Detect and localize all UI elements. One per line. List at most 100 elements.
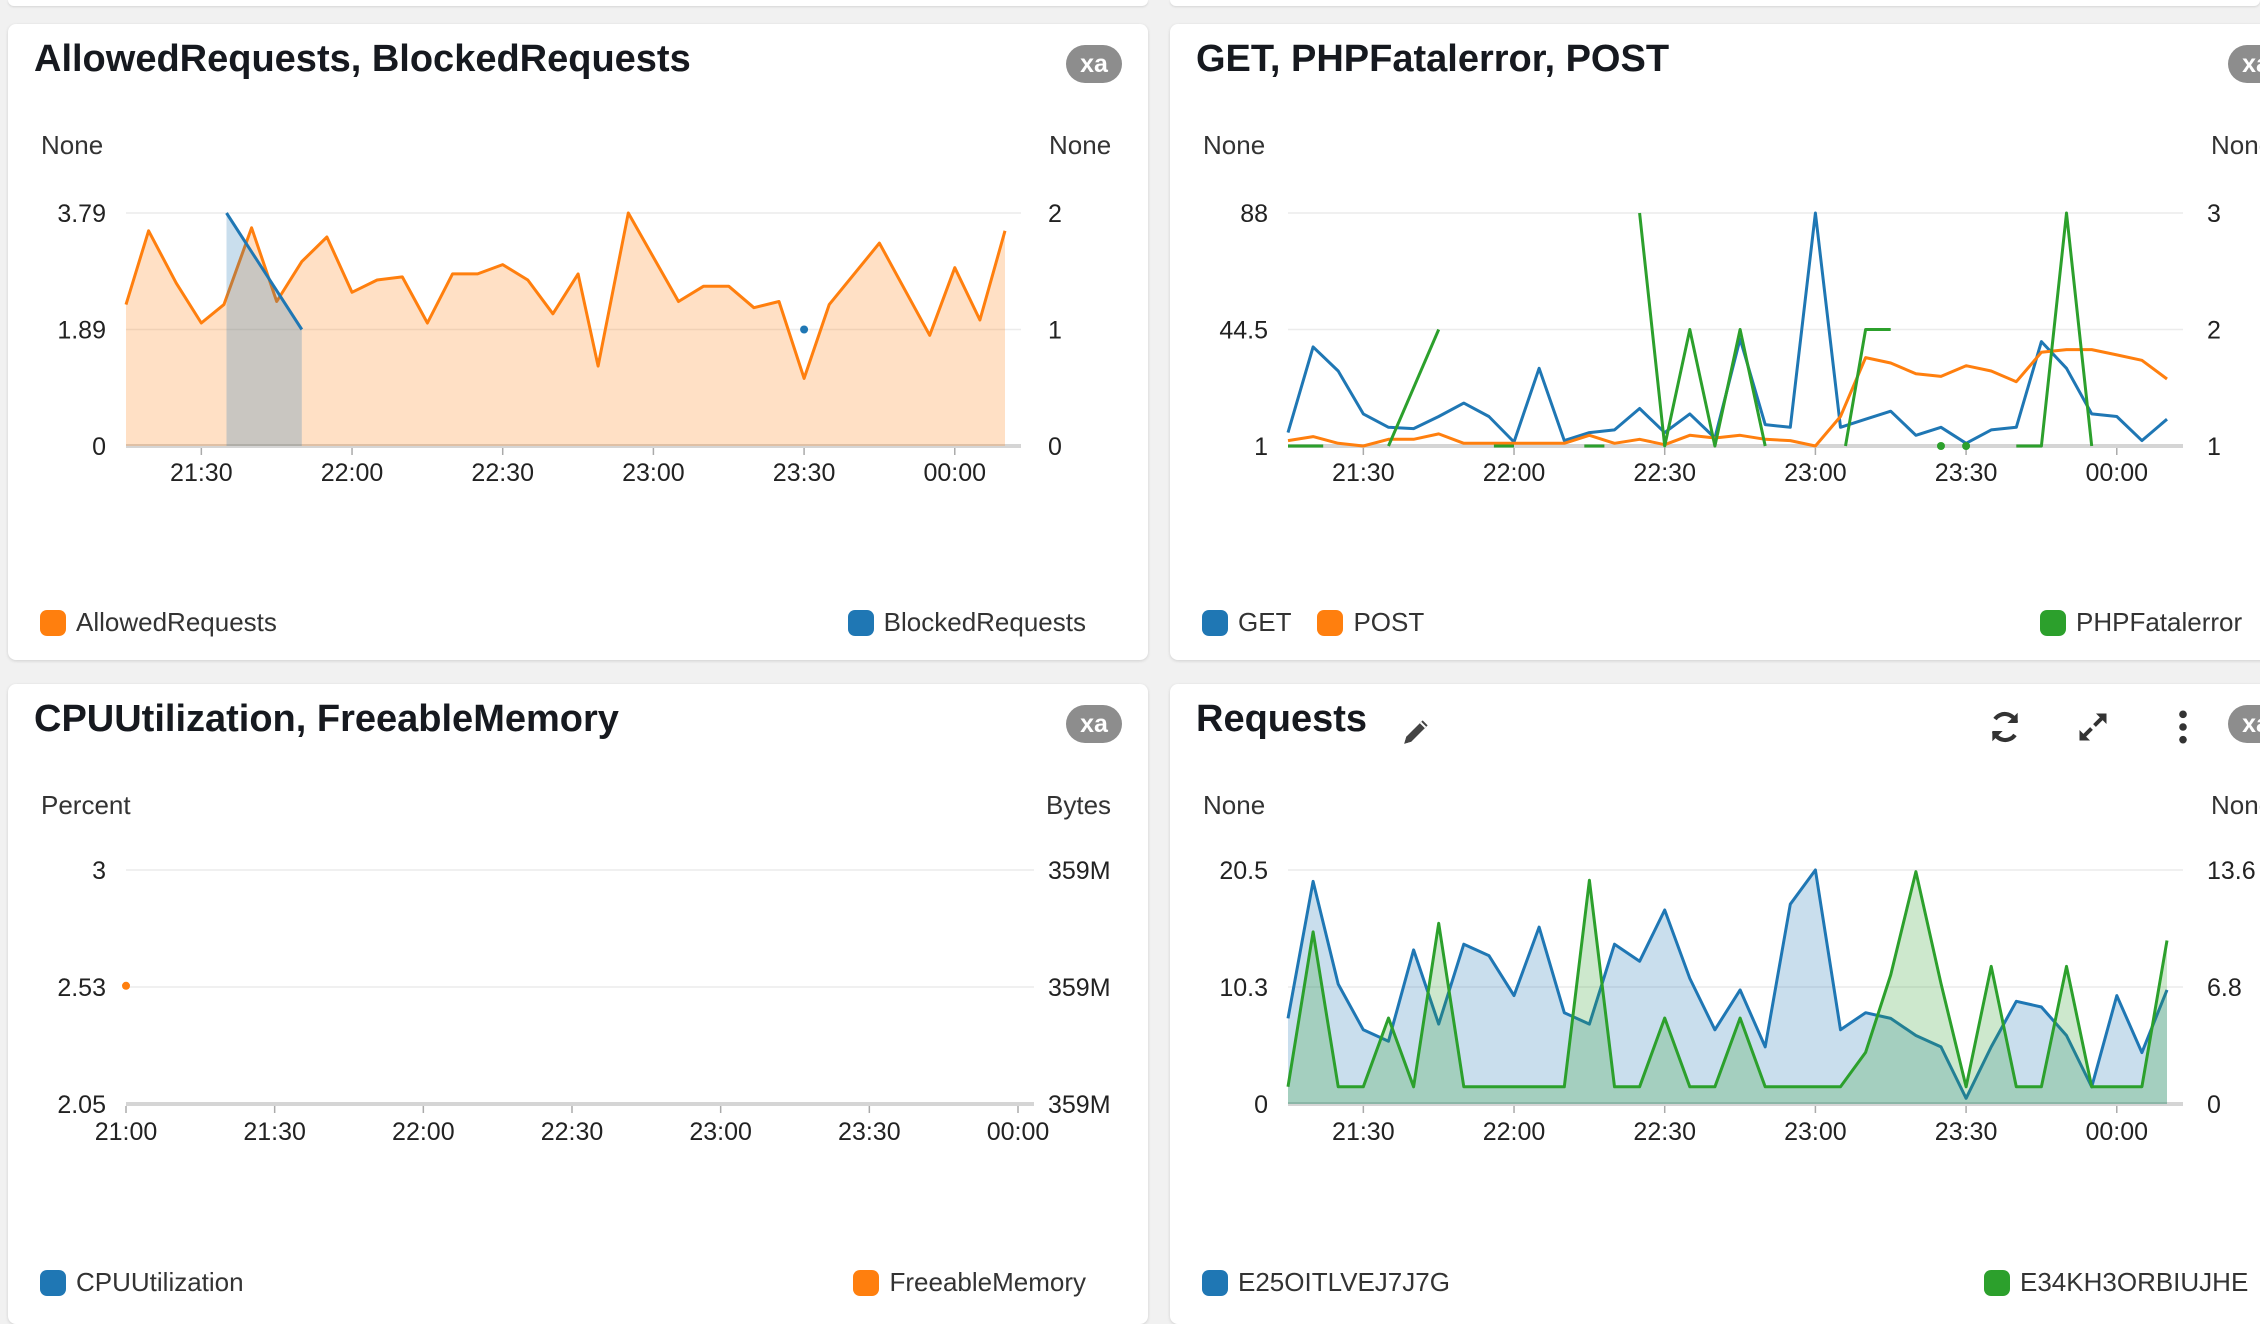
data-point-phpfatalerror[interactable] — [1936, 442, 1945, 450]
y-left-tick-label: 1.89 — [57, 317, 106, 345]
y-left-tick-label: 2.53 — [57, 974, 106, 1002]
legend-left: CPUUtilization — [40, 1267, 270, 1298]
series-line-phpfatalerror[interactable] — [1844, 328, 1891, 447]
y-left-tick-label: 20.5 — [1219, 857, 1268, 885]
legend-swatch — [853, 1269, 880, 1296]
series-line-get[interactable] — [1286, 211, 2168, 445]
panel-cpu-freeable-memory: CPUUtilization, FreeableMemory xa Percen… — [8, 684, 1148, 1324]
legend-swatch — [40, 609, 66, 636]
y-left-tick-label: 0 — [92, 433, 106, 461]
x-tick-label: 21:30 — [1332, 1118, 1395, 1146]
chart-area: 0 1.89 3.79 0 1 2 21:30 22:00 22:30 23:00 23:30 00:… — [57, 200, 1062, 487]
x-tick-label: 23:00 — [689, 1118, 752, 1146]
xa-badge[interactable]: xa — [2228, 45, 2260, 83]
series-area-e34kh3orbiujhe — [1288, 871, 2167, 1104]
legend-item-phpfatalerror[interactable]: PHPFatalerror — [2040, 607, 2242, 638]
y-left-tick-label: 88 — [1240, 200, 1268, 228]
x-tick-label: 22:00 — [392, 1118, 455, 1146]
expand-icon[interactable] — [2070, 704, 2116, 750]
legend-label: BlockedRequests — [883, 607, 1086, 637]
chart-area: 0 10.3 20.5 0 6.8 13.6 21:30 22:00 22:30 23:00 23:… — [1219, 857, 2256, 1146]
data-point-blocked-requests[interactable] — [800, 325, 809, 334]
series-line-blocked-requests[interactable] — [225, 212, 304, 331]
xa-badge[interactable]: xa — [1066, 705, 1122, 743]
x-tick-label: 23:00 — [1784, 459, 1847, 487]
y-left-tick-label: 10.3 — [1219, 974, 1268, 1002]
refresh-icon[interactable] — [1982, 704, 2028, 750]
series-line-e25oitlvej7j7g[interactable] — [1286, 868, 2169, 1100]
panel-title: AllowedRequests, BlockedRequests — [34, 38, 691, 80]
xa-badge[interactable]: xa — [1066, 45, 1122, 83]
legend-item-allowed-requests[interactable]: AllowedRequests — [40, 607, 277, 638]
y-left-tick-label: 3 — [92, 857, 106, 885]
series-line-phpfatalerror[interactable] — [1638, 212, 1767, 448]
data-point-phpfatalerror[interactable] — [1962, 442, 1971, 450]
data-point-freeable-memory[interactable] — [122, 981, 130, 990]
y-right-tick-label: 359M — [1048, 1091, 1111, 1119]
panel-title: GET, PHPFatalerror, POST — [1196, 38, 1670, 80]
x-tick-label: 23:30 — [838, 1118, 901, 1146]
legend-item-e34kh3orbiujhe[interactable]: E34KH3ORBIUJHE — [1984, 1267, 2248, 1298]
right-axis-unit: None — [2211, 790, 2260, 820]
legend-right: E34KH3ORBIUJHE — [1984, 1267, 2260, 1298]
more-vertical-icon[interactable] — [2160, 704, 2206, 750]
legend-label: CPUUtilization — [76, 1267, 244, 1297]
x-tick-label: 21:30 — [1332, 459, 1395, 487]
legend-swatch — [1202, 1269, 1228, 1296]
legend-item-freeable-memory[interactable]: FreeableMemory — [853, 1267, 1086, 1298]
edit-pencil-icon[interactable] — [1394, 708, 1440, 754]
series-area-e25oitlvej7j7g — [1288, 870, 2167, 1104]
legend-label: FreeableMemory — [889, 1267, 1086, 1297]
series-area-blocked-requests — [226, 213, 302, 446]
left-axis-unit: None — [1203, 130, 1266, 160]
y-left-tick-label: 3.79 — [57, 200, 106, 228]
panel-top-strip-left — [8, 0, 1148, 6]
x-tick-label: 00:00 — [987, 1118, 1050, 1146]
legend-item-post[interactable]: POST — [1317, 607, 1424, 638]
legend-swatch — [40, 1269, 66, 1296]
x-tick-label: 00:00 — [2085, 459, 2148, 487]
legend-swatch — [1202, 609, 1228, 636]
legend-item-cpuutilization[interactable]: CPUUtilization — [40, 1267, 244, 1298]
legend-right: BlockedRequests — [847, 607, 1112, 638]
y-left-tick-label: 0 — [1254, 1091, 1268, 1119]
legend-left: E25OITLVEJ7J7G — [1202, 1267, 1476, 1298]
legend-item-get[interactable]: GET — [1202, 607, 1291, 638]
y-right-tick-label: 2 — [1048, 200, 1062, 228]
legend-item-e25oitlvej7j7g[interactable]: E25OITLVEJ7J7G — [1202, 1267, 1450, 1298]
x-tick-label: 21:30 — [170, 459, 233, 487]
x-tick-label: 23:30 — [1935, 459, 1998, 487]
right-axis-unit: None — [2211, 130, 2260, 160]
x-tick-label: 22:30 — [471, 459, 534, 487]
left-axis-unit: None — [1203, 790, 1266, 820]
legend-left: AllowedRequests — [40, 607, 303, 638]
y-right-tick-label: 359M — [1048, 857, 1111, 885]
y-right-tick-label: 2 — [2207, 317, 2221, 345]
y-right-tick-label: 0 — [2207, 1091, 2221, 1119]
x-tick-label: 23:00 — [1784, 1118, 1847, 1146]
xa-badge[interactable]: xa — [2228, 705, 2260, 743]
y-right-tick-label: 1 — [1048, 317, 1062, 345]
y-right-tick-label: 13.6 — [2207, 857, 2256, 885]
x-tick-label: 22:00 — [321, 459, 384, 487]
y-right-tick-label: 0 — [1048, 433, 1062, 461]
legend-right: PHPFatalerror — [2040, 607, 2260, 638]
legend-label: E34KH3ORBIUJHE — [2020, 1267, 2249, 1297]
x-tick-label: 23:00 — [622, 459, 685, 487]
legend-label: AllowedRequests — [76, 607, 277, 637]
series-line-phpfatalerror[interactable] — [1387, 328, 1441, 447]
y-left-tick-label: 1 — [1254, 433, 1268, 461]
series-line-allowed-requests[interactable] — [124, 211, 1007, 380]
legend-item-blocked-requests[interactable]: BlockedRequests — [847, 607, 1086, 638]
right-axis-unit: Bytes — [1046, 790, 1112, 820]
series-line-e34kh3orbiujhe[interactable] — [1286, 870, 2169, 1089]
y-left-tick-label: 44.5 — [1219, 317, 1268, 345]
series-line-post[interactable] — [1287, 348, 2168, 448]
y-right-tick-label: 1 — [2207, 433, 2221, 461]
legend-label: E25OITLVEJ7J7G — [1238, 1267, 1450, 1297]
chart-area: 2.05 2.53 3 359M 359M 359M 21:00 21:30 22:00 22:3… — [57, 857, 1111, 1146]
series-line-phpfatalerror[interactable] — [2016, 211, 2094, 448]
legend-right: FreeableMemory — [853, 1267, 1112, 1298]
left-axis-unit: None — [41, 130, 104, 160]
legend-swatch — [847, 609, 874, 636]
